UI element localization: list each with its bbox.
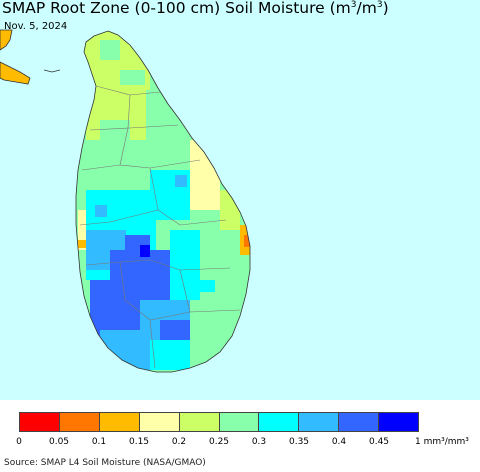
- colorbar-tick-label: 0.25: [208, 437, 230, 447]
- colorbar-ticks: 0 0.05 0.1 0.15 0.2 0.25 0.3 0.35 0.4 0.45 1 mm³/m…: [0, 437, 480, 451]
- colorbar-tick-label: 0.35: [288, 437, 310, 447]
- colorbar-tick-label: 0.3: [251, 437, 267, 447]
- india-coast: [0, 29, 61, 85]
- colorbar-swatch: [179, 413, 220, 431]
- map-title: SMAP Root Zone (0-100 cm) Soil Moisture …: [2, 0, 389, 17]
- colorbar-tick-label: 0.4: [331, 437, 347, 447]
- colorbar-tick-label: 1 mm³/mm³: [415, 437, 469, 447]
- colorbar-swatch: [339, 413, 380, 431]
- colorbar-tick-label: 0.45: [368, 437, 390, 447]
- colorbar-swatch: [99, 413, 140, 431]
- colorbar-tick-label: 0: [16, 437, 22, 447]
- map-area: SMAP Root Zone (0-100 cm) Soil Moisture …: [0, 0, 480, 400]
- soil-moisture-map: [0, 29, 251, 373]
- colorbar-swatch: [59, 413, 100, 431]
- colorbar-swatch: [379, 413, 419, 431]
- colorbar-swatch: [139, 413, 180, 431]
- colorbar-swatch: [259, 413, 300, 431]
- sri-lanka-landmass: [75, 30, 251, 373]
- source-note: Source: SMAP L4 Soil Moisture (NASA/GMAO…: [4, 458, 206, 468]
- colorbar-tick-label: 0.15: [128, 437, 150, 447]
- colorbar-swatch: [299, 413, 340, 431]
- colorbar-swatch: [219, 413, 260, 431]
- colorbar-tick-label: 0.05: [48, 437, 70, 447]
- map-date: Nov. 5, 2024: [4, 21, 68, 32]
- colorbar-swatch: [20, 413, 60, 431]
- district-borders: [79, 85, 241, 369]
- colorbar-tick-label: 0.1: [91, 437, 107, 447]
- colorbar: [19, 412, 419, 432]
- colorbar-tick-label: 0.2: [171, 437, 187, 447]
